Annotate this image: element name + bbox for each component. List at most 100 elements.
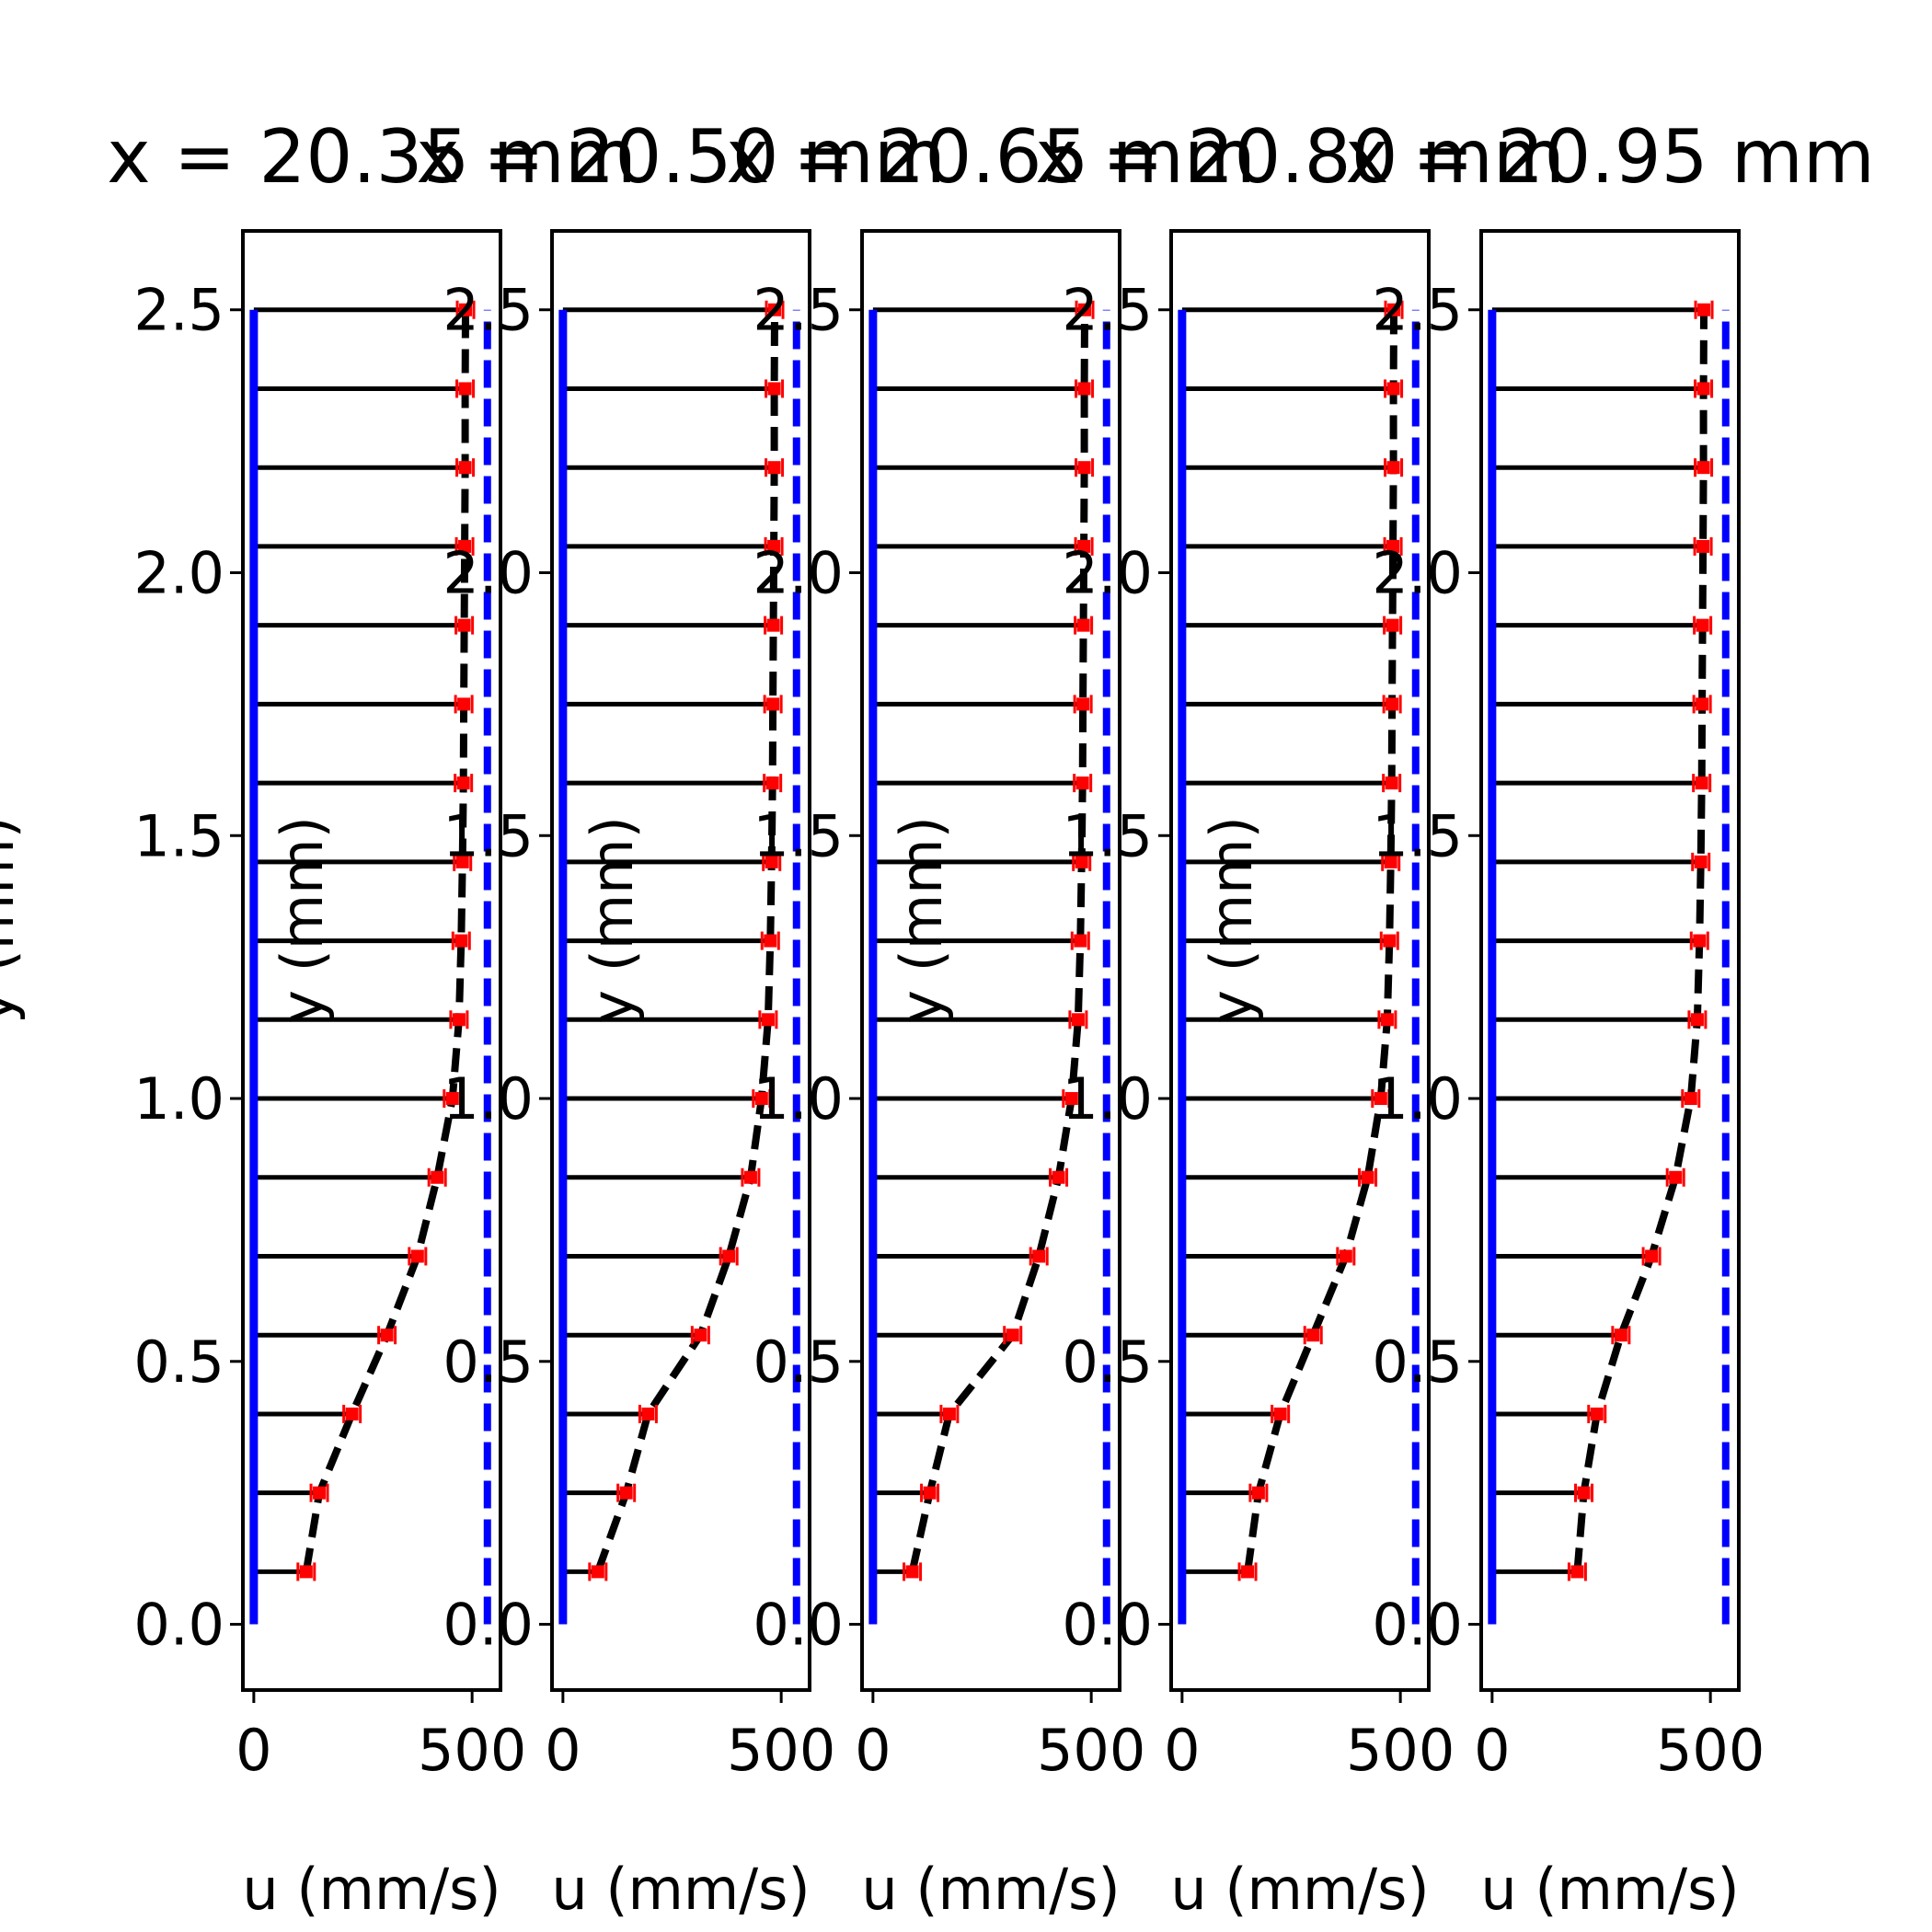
data-point: [1336, 1247, 1356, 1266]
data-point: [1074, 615, 1094, 635]
data-point: [1358, 1167, 1378, 1187]
data-marker: [1696, 539, 1710, 553]
data-marker: [1077, 461, 1091, 475]
data-point: [1379, 931, 1399, 950]
y-tick-label: 1.0: [443, 1065, 534, 1133]
data-marker: [458, 539, 472, 553]
data-point: [1694, 458, 1714, 477]
data-point: [1073, 774, 1093, 793]
y-tick-label: 2.0: [753, 539, 844, 606]
data-marker: [1076, 618, 1090, 632]
data-point: [1073, 695, 1093, 714]
data-point: [1384, 379, 1404, 398]
data-marker: [1696, 382, 1710, 396]
data-point: [1248, 1483, 1269, 1502]
data-marker: [459, 303, 473, 316]
y-tick-label: 2.0: [1062, 539, 1153, 606]
y-tick-label: 2.5: [1372, 277, 1463, 344]
data-marker: [457, 697, 471, 711]
subplot-1: 0.0 0.5 1.0 1.5 2.0 2.5 0 500 u (mm/s) y (mm) x = …: [0, 114, 637, 1923]
data-marker: [1074, 934, 1087, 948]
data-marker: [766, 618, 780, 632]
data-marker: [445, 1092, 459, 1106]
data-marker: [1386, 382, 1400, 396]
data-marker: [454, 934, 468, 948]
data-point: [1382, 774, 1402, 793]
data-marker: [743, 1170, 757, 1184]
data-marker: [764, 934, 777, 948]
axes-frame: [241, 229, 502, 1692]
data-marker: [641, 1407, 655, 1420]
y-tick-label: 2.0: [443, 539, 534, 606]
y-axis-label: y (mm): [1198, 816, 1265, 1024]
axes-frame: [550, 229, 811, 1692]
y-axis-label: y (mm): [0, 816, 27, 1024]
data-point: [741, 1167, 761, 1187]
data-point: [1075, 458, 1095, 477]
data-point: [752, 1089, 772, 1109]
data-marker: [1386, 697, 1399, 711]
data-marker: [591, 1565, 604, 1579]
y-tick-label: 0.5: [1062, 1328, 1153, 1396]
data-point: [408, 1247, 428, 1266]
data-point: [1641, 1247, 1662, 1266]
data-point: [760, 931, 780, 950]
data-point: [1694, 379, 1714, 398]
y-axis-label: y (mm): [579, 816, 646, 1024]
data-marker: [1339, 1249, 1352, 1263]
data-marker: [1570, 1565, 1584, 1579]
x-tick-label: 500: [1656, 1717, 1765, 1784]
data-point: [920, 1483, 940, 1502]
data-point: [1075, 379, 1095, 398]
x-axis-label: u (mm/s): [1480, 1856, 1739, 1923]
data-marker: [1386, 461, 1400, 475]
data-marker: [1696, 461, 1710, 475]
x-tick-label: 500: [727, 1717, 835, 1784]
x-tick-label: 0: [1164, 1717, 1200, 1784]
panel-title: x = 20.35 mm: [107, 114, 637, 200]
data-marker: [1241, 1565, 1255, 1579]
x-tick-label: 0: [1474, 1717, 1510, 1784]
y-axis-label: y (mm): [888, 816, 955, 1024]
data-marker: [1694, 855, 1708, 868]
data-marker: [1384, 855, 1397, 868]
data-marker: [1383, 934, 1397, 948]
data-point: [1693, 536, 1713, 556]
y-tick-label: 0.0: [1372, 1592, 1463, 1659]
data-marker: [1684, 1092, 1697, 1106]
data-point: [758, 1010, 778, 1029]
data-marker: [456, 776, 470, 790]
data-point: [1049, 1167, 1069, 1187]
data-marker: [1064, 1092, 1078, 1106]
panel-title: x = 20.50 mm: [416, 114, 946, 200]
data-marker: [722, 1249, 736, 1263]
data-point: [296, 1562, 316, 1581]
data-point: [1665, 1167, 1685, 1187]
data-marker: [767, 382, 781, 396]
data-marker: [1361, 1170, 1374, 1184]
data-marker: [380, 1328, 394, 1342]
y-tick-label: 0.5: [753, 1328, 844, 1396]
data-marker: [452, 1013, 466, 1027]
data-marker: [1032, 1249, 1046, 1263]
y-tick-label: 2.5: [1062, 277, 1153, 344]
x-axis-label: u (mm/s): [551, 1856, 810, 1923]
y-tick-label: 2.5: [133, 277, 224, 344]
data-point: [1689, 931, 1709, 950]
data-marker: [1052, 1170, 1065, 1184]
data-point: [763, 695, 783, 714]
data-point: [1303, 1326, 1323, 1345]
data-marker: [1696, 697, 1709, 711]
data-marker: [299, 1565, 313, 1579]
data-marker: [1071, 1013, 1085, 1027]
data-point: [309, 1483, 329, 1502]
subplot-5: 0.0 0.5 1.0 1.5 2.0 2.5 0 500 u (mm/s) y (mm) x = …: [1198, 114, 1875, 1923]
x-axis-label: u (mm/s): [242, 1856, 500, 1923]
data-marker: [431, 1170, 444, 1184]
y-axis-label: y (mm): [269, 816, 336, 1024]
y-tick-label: 0.0: [133, 1592, 224, 1659]
data-marker: [345, 1407, 359, 1420]
y-tick-label: 0.0: [1062, 1592, 1153, 1659]
data-point: [903, 1562, 923, 1581]
